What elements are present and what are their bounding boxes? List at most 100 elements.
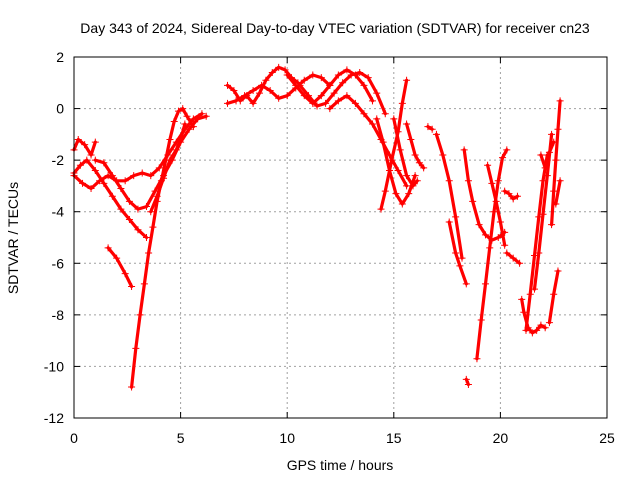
series-track-28 [531,130,556,293]
data-point [394,166,402,174]
y-tick-label: -4 [52,204,65,220]
series-track-30 [545,267,562,327]
series-track-18 [432,130,466,262]
series-track-03 [70,136,99,159]
series-track-10 [283,66,376,107]
data-point [458,254,466,262]
series-track-32 [552,177,564,208]
data-point [398,99,406,107]
data-point [481,280,489,288]
data-point [405,190,413,198]
data-point [81,141,89,149]
data-point [409,182,417,190]
data-point [509,195,517,203]
data-point [100,179,108,187]
series-line [447,220,468,286]
y-tick-label: -8 [52,307,65,323]
y-tick-label: 2 [56,49,64,65]
data-point [360,110,368,118]
series-track-17 [424,123,436,133]
data-point [174,107,182,115]
data-point [543,172,551,180]
data-point [130,172,138,180]
data-point [413,177,421,185]
series-line [72,158,149,240]
data-point [505,190,513,198]
series-track-27 [522,151,551,334]
data-point [501,241,509,249]
series-track-12 [326,92,411,190]
data-point [326,105,334,113]
data-point [347,71,355,79]
data-point [537,151,545,159]
data-point [550,187,558,195]
data-point [351,99,359,107]
data-point [262,76,270,84]
data-point [128,383,136,391]
data-point [343,92,351,100]
series-line [539,140,556,170]
data-point [125,197,133,205]
series-track-06 [128,105,197,391]
data-point [452,213,460,221]
data-point [194,115,202,123]
data-point [552,200,560,208]
data-point [140,280,148,288]
data-point [503,146,511,154]
series-line [462,148,507,242]
data-point [313,102,321,110]
x-tick-label: 5 [177,430,185,446]
data-point [484,161,492,169]
series-track-04 [91,112,210,213]
data-point [503,249,511,257]
series-line [405,122,426,170]
data-point [556,177,564,185]
data-point [281,66,289,74]
data-point [134,205,142,213]
series-track-01 [70,156,150,241]
data-point [377,205,385,213]
data-point [494,234,502,241]
data-point [368,97,376,105]
series-track-07 [147,120,189,216]
data-point [492,197,500,205]
data-point [166,136,174,144]
data-point [428,125,436,133]
data-point [494,177,502,185]
data-point [202,112,210,120]
data-point [424,123,432,131]
data-point [379,138,387,146]
data-point [488,179,496,187]
data-point [305,92,313,100]
data-point [317,92,325,100]
data-point [541,324,549,332]
data-point [91,166,99,174]
data-point [499,154,507,162]
data-point [224,99,232,107]
data-point [172,146,180,154]
data-point [445,218,453,226]
data-point [381,110,389,118]
data-point [526,290,534,298]
series-line [434,132,464,260]
data-point [501,187,509,195]
data-point [432,130,440,138]
data-point [490,208,498,216]
data-point [230,87,238,95]
data-point [91,138,99,146]
data-point [522,326,530,334]
data-point [334,71,342,79]
data-point [339,79,347,87]
data-point [469,197,477,205]
data-point [241,92,249,100]
data-point [407,136,415,144]
data-point [283,71,291,79]
data-point [160,174,168,182]
data-point [486,244,494,252]
data-point [381,187,389,195]
data-point [317,74,325,82]
series-line [524,153,549,332]
data-point [496,218,504,226]
data-point [520,308,528,316]
